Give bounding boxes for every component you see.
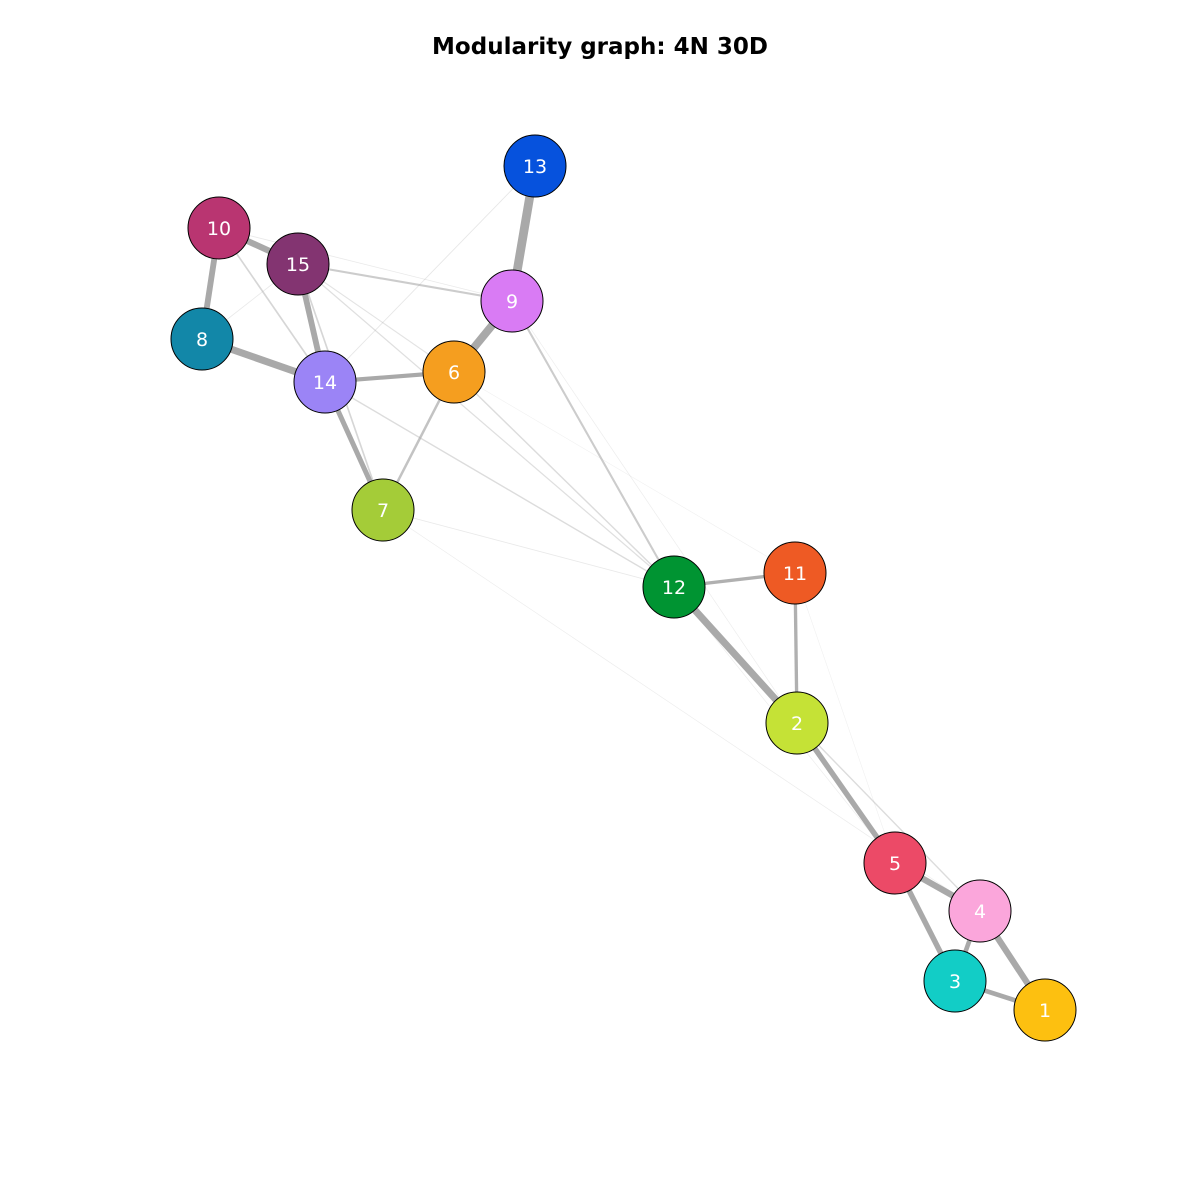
edge-11-5 (794, 572, 896, 864)
node-circle-8[interactable] (170, 307, 234, 371)
node-circle-12[interactable] (642, 555, 706, 619)
edge-2-4 (796, 722, 981, 912)
node-label-15: 15 (286, 254, 310, 276)
edge-15-12 (297, 263, 675, 588)
node-12[interactable]: 12 (642, 555, 706, 619)
edge-15-9 (297, 262, 513, 303)
graph-title: Modularity graph: 4N 30D (432, 34, 768, 60)
edge-6-11 (453, 371, 796, 574)
node-6[interactable]: 6 (422, 340, 486, 404)
edge-6-12 (453, 371, 675, 588)
edge-7-12 (382, 509, 675, 588)
node-9[interactable]: 9 (480, 269, 544, 333)
edge-15-6 (297, 263, 455, 373)
node-circle-7[interactable] (351, 478, 415, 542)
node-1[interactable]: 1 (1013, 978, 1077, 1042)
node-15[interactable]: 15 (266, 232, 330, 296)
node-8[interactable]: 8 (170, 307, 234, 371)
edge-14-12 (324, 381, 675, 588)
node-13[interactable]: 13 (503, 134, 567, 198)
node-11[interactable]: 11 (763, 541, 827, 605)
node-label-6: 6 (448, 362, 460, 384)
node-circle-13[interactable] (503, 134, 567, 198)
node-circle-14[interactable] (293, 350, 357, 414)
node-label-1: 1 (1039, 1000, 1051, 1022)
node-label-9: 9 (506, 291, 518, 313)
node-circle-3[interactable] (923, 949, 987, 1013)
node-3[interactable]: 3 (923, 949, 987, 1013)
node-label-10: 10 (207, 218, 231, 240)
node-label-5: 5 (889, 853, 901, 875)
node-circle-1[interactable] (1013, 978, 1077, 1042)
node-2[interactable]: 2 (765, 691, 829, 755)
edge-9-2 (511, 300, 798, 724)
node-label-2: 2 (791, 713, 803, 735)
node-circle-11[interactable] (763, 541, 827, 605)
edge-10-9 (218, 227, 513, 302)
node-7[interactable]: 7 (351, 478, 415, 542)
node-label-7: 7 (377, 500, 389, 522)
node-14[interactable]: 14 (293, 350, 357, 414)
edge-9-12 (511, 300, 675, 588)
node-5[interactable]: 5 (863, 831, 927, 895)
node-label-4: 4 (974, 901, 986, 923)
node-label-12: 12 (662, 577, 686, 599)
node-circle-9[interactable] (480, 269, 544, 333)
node-circle-6[interactable] (422, 340, 486, 404)
node-10[interactable]: 10 (187, 196, 251, 260)
node-circle-10[interactable] (187, 196, 251, 260)
node-label-8: 8 (196, 329, 208, 351)
node-circle-2[interactable] (765, 691, 829, 755)
node-label-13: 13 (523, 156, 547, 178)
node-circle-15[interactable] (266, 232, 330, 296)
node-label-14: 14 (313, 372, 337, 394)
node-circle-5[interactable] (863, 831, 927, 895)
node-label-3: 3 (949, 971, 961, 993)
edge-13-14 (324, 165, 536, 383)
node-circle-4[interactable] (948, 879, 1012, 943)
node-4[interactable]: 4 (948, 879, 1012, 943)
node-label-11: 11 (783, 563, 807, 585)
